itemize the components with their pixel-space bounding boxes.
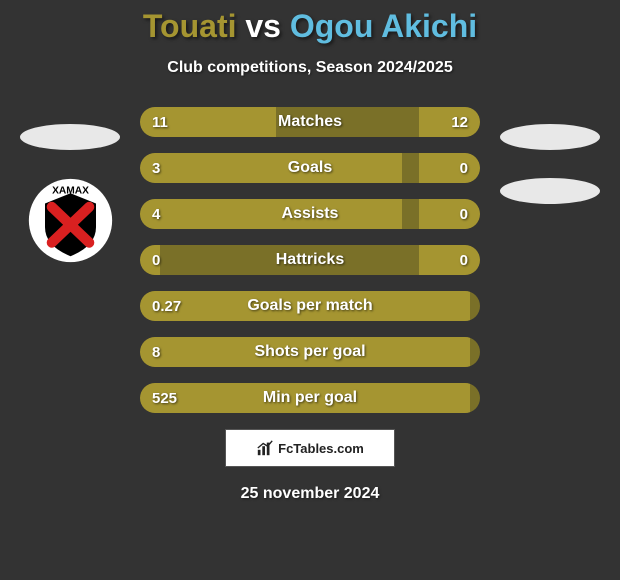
- page-title: Touati vs Ogou Akichi: [0, 0, 620, 45]
- side-ellipse: [20, 124, 120, 150]
- side-ellipse: [500, 124, 600, 150]
- stat-row: 1112Matches: [140, 107, 480, 137]
- brand-text: FcTables.com: [278, 441, 364, 456]
- stat-row: 00Hattricks: [140, 245, 480, 275]
- brand-logo: FcTables.com: [225, 429, 395, 467]
- stat-label: Goals per match: [140, 291, 480, 321]
- title-player1: Touati: [143, 8, 237, 44]
- stat-label: Shots per goal: [140, 337, 480, 367]
- date: 25 november 2024: [0, 485, 620, 503]
- stat-label: Matches: [140, 107, 480, 137]
- stat-row: 525Min per goal: [140, 383, 480, 413]
- stat-label: Assists: [140, 199, 480, 229]
- svg-text:XAMAX: XAMAX: [52, 185, 89, 196]
- side-ellipse: [500, 178, 600, 204]
- stat-label: Hattricks: [140, 245, 480, 275]
- stat-row: 40Assists: [140, 199, 480, 229]
- title-vs: vs: [245, 8, 281, 44]
- club-badge: XAMAX: [28, 178, 113, 263]
- stat-row: 8Shots per goal: [140, 337, 480, 367]
- stat-label: Min per goal: [140, 383, 480, 413]
- subtitle: Club competitions, Season 2024/2025: [0, 59, 620, 77]
- title-player2: Ogou Akichi: [290, 8, 477, 44]
- stat-row: 30Goals: [140, 153, 480, 183]
- stat-label: Goals: [140, 153, 480, 183]
- stat-row: 0.27Goals per match: [140, 291, 480, 321]
- chart-icon: [256, 439, 274, 457]
- stats-bars: 1112Matches 30Goals 40Assists 00Hattricks 0.…: [140, 107, 480, 413]
